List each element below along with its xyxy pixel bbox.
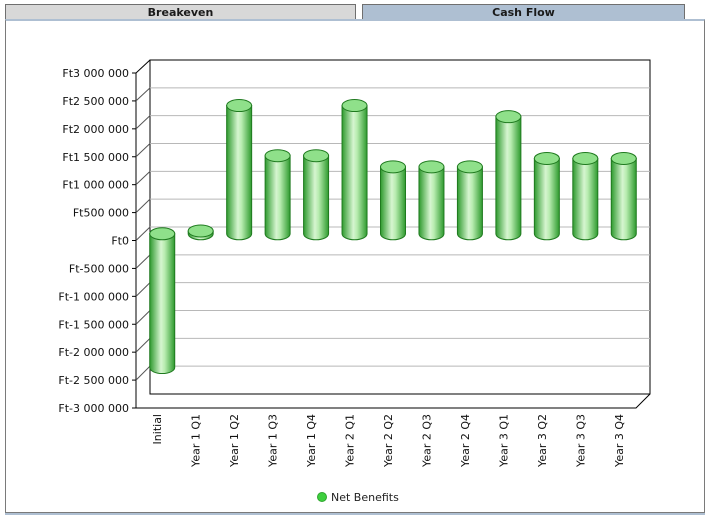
x-tick-label: Year 1 Q3 [267, 414, 280, 468]
y-tick-label: Ft1 500 000 [62, 151, 129, 164]
bar [380, 160, 406, 241]
y-tick-label: Ft3 000 000 [62, 67, 129, 80]
y-tick-label: Ft2 500 000 [62, 95, 129, 108]
bar-body [264, 155, 291, 241]
bar-body [533, 157, 560, 241]
bar [610, 151, 637, 241]
y-tick-label: Ft-2 500 000 [58, 374, 129, 387]
grid-diagonal [135, 226, 151, 241]
y-tick-label: Ft1 000 000 [62, 179, 129, 192]
bar [187, 224, 214, 241]
y-tick-label: Ft-3 000 000 [58, 402, 129, 415]
x-tick-label: Year 2 Q2 [382, 414, 395, 468]
bar-top [187, 224, 214, 238]
x-tick-label: Year 1 Q1 [190, 414, 203, 468]
bar [149, 227, 176, 375]
x-tick-label: Year 3 Q2 [536, 414, 549, 468]
y-tick-label: Ft500 000 [73, 207, 129, 220]
x-tick-label: Initial [151, 414, 164, 444]
bar-top [610, 151, 637, 165]
x-axis-ticks: Initial Year 1 Q1 Year 1 Q2 Year 1 Q3 Year 1… [151, 414, 626, 468]
panel-bottom-border [5, 513, 705, 515]
tab-bar: Breakeven Cash Flow [0, 0, 710, 22]
bar-top [303, 149, 330, 163]
legend-swatch [317, 492, 327, 502]
bar-body [341, 105, 368, 241]
bar [533, 151, 560, 241]
bar-top [264, 149, 291, 163]
bar [341, 99, 368, 241]
legend: Net Benefits [317, 490, 399, 504]
bar-top [341, 99, 368, 113]
y-tick-label: Ft-2 000 000 [58, 346, 129, 359]
bar-body [456, 166, 483, 241]
bar-body [495, 116, 522, 241]
x-tick-label: Year 3 Q3 [574, 414, 587, 468]
x-tick-label: Year 2 Q1 [344, 414, 357, 468]
bar [418, 160, 445, 241]
x-tick-label: Year 1 Q4 [305, 414, 318, 468]
grid-diagonal [135, 365, 151, 381]
y-tick-label: Ft-500 000 [69, 262, 129, 275]
y-tick-label: Ft2 000 000 [62, 123, 129, 136]
bar-top [149, 227, 176, 241]
grid-diagonal [135, 282, 151, 297]
bar [264, 149, 291, 241]
bars [149, 99, 637, 375]
bar-body [610, 157, 637, 241]
y-tick-label: Ft0 [111, 235, 129, 248]
bar-body [303, 155, 330, 241]
bar-top [226, 99, 253, 113]
bar-top [418, 160, 445, 174]
bar [303, 149, 330, 241]
x-tick-label: Year 2 Q3 [420, 414, 433, 468]
bar-top [456, 160, 483, 174]
bar-body [572, 157, 599, 241]
top-left-edge [135, 59, 151, 74]
bar-body [380, 166, 406, 241]
bar-top [380, 160, 406, 174]
grid-diagonal [135, 170, 151, 186]
grid-diagonal [135, 337, 151, 353]
bar [226, 99, 253, 241]
tab-cash-flow[interactable]: Cash Flow [362, 4, 685, 19]
bar [495, 110, 522, 241]
grid-diagonal [135, 310, 151, 325]
bar-body [418, 166, 445, 241]
bar [456, 160, 483, 241]
grid-diagonal [135, 143, 151, 158]
x-tick-label: Year 1 Q2 [228, 414, 241, 468]
bar [572, 151, 599, 241]
y-tick-label: Ft-1 500 000 [58, 318, 129, 331]
y-tick-label: Ft-1 000 000 [58, 290, 129, 303]
bar-body [149, 233, 176, 375]
grid-diagonal [135, 115, 151, 130]
bar-top [533, 151, 560, 165]
grid-diagonal [135, 198, 151, 213]
y-axis-ticks: Ft3 000 000 Ft2 500 000 Ft2 000 000 Ft1 500… [58, 67, 136, 415]
floor-edge [136, 393, 651, 409]
grid-diagonal [135, 87, 151, 102]
bar-body [226, 105, 253, 241]
x-tick-label: Year 3 Q4 [613, 414, 626, 468]
grid-diagonal [135, 254, 151, 269]
x-tick-label: Year 2 Q4 [459, 414, 472, 468]
x-tick-label: Year 3 Q1 [497, 414, 510, 468]
bar-top [495, 110, 522, 124]
tab-breakeven[interactable]: Breakeven [5, 4, 356, 19]
bar-top [572, 151, 599, 165]
legend-label: Net Benefits [331, 490, 399, 504]
